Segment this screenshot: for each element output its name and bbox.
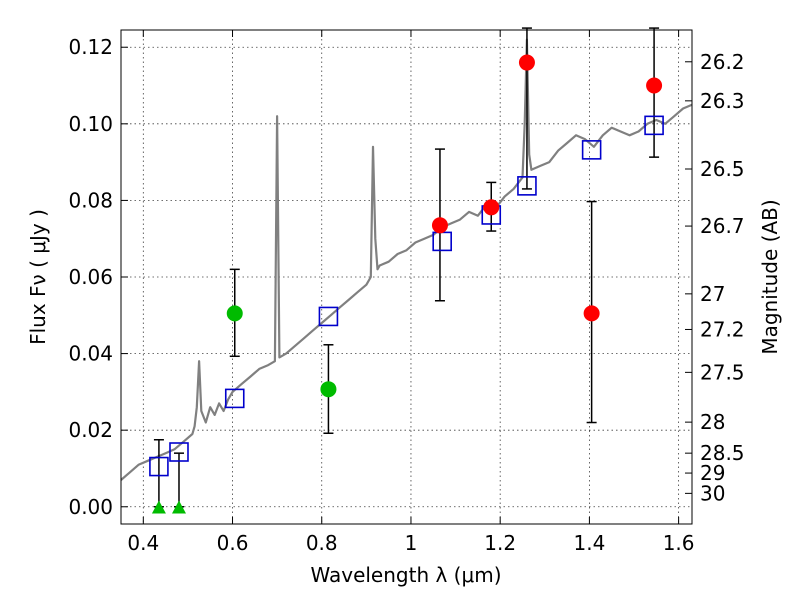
mag-tick-label: 28.5 xyxy=(700,441,745,465)
observation-circle xyxy=(483,199,500,216)
observation-circle xyxy=(226,305,243,322)
x-tick-label: 0.8 xyxy=(306,531,338,555)
x-tick-label: 1 xyxy=(405,531,418,555)
model-photometry-square xyxy=(224,388,245,409)
mag-tick-label: 29 xyxy=(700,461,725,485)
mag-tick-label: 30 xyxy=(700,481,725,505)
y-tick-label: 0.12 xyxy=(68,35,113,59)
model-photometry-square xyxy=(517,176,537,196)
y-tick-label: 0.08 xyxy=(68,188,113,212)
model-photometry-square xyxy=(644,115,664,136)
x-tick-label: 0.6 xyxy=(217,531,249,555)
observation-circle xyxy=(320,381,337,398)
observation-circle xyxy=(431,217,448,234)
observation-circle xyxy=(646,77,663,94)
model-photometry-square xyxy=(318,306,339,327)
y-tick-label: 0.10 xyxy=(68,112,113,136)
mag-tick-label: 27.2 xyxy=(700,317,745,341)
x-tick-label: 1.2 xyxy=(484,531,516,555)
data-markers xyxy=(149,54,664,514)
y-tick-label: 0.00 xyxy=(68,495,113,519)
x-tick-label: 1.4 xyxy=(573,531,605,555)
y-tick-label: 0.02 xyxy=(68,418,113,442)
mag-tick-label: 26.5 xyxy=(700,157,745,181)
model-photometry-square xyxy=(169,442,189,462)
upper-limit-triangle xyxy=(171,500,186,514)
mag-tick-label: 26.7 xyxy=(700,214,745,238)
x-tick-label: 1.6 xyxy=(663,531,695,555)
x-tick-label: 0.4 xyxy=(127,531,159,555)
mag-tick-label: 27.5 xyxy=(700,360,745,384)
upper-limit-triangle xyxy=(151,500,166,514)
mag-tick-label: 27 xyxy=(700,282,725,306)
axis-ticks: 0.4 0.6 0.8 1 1.2 1.4 1.6 0.00 0.02 0.04 0.06 0.08 0… xyxy=(68,30,745,555)
y-tick-label: 0.06 xyxy=(68,265,113,289)
observation-circle xyxy=(583,305,600,322)
model-photometry-square xyxy=(149,456,169,477)
spectrum-line xyxy=(120,38,693,481)
mag-tick-label: 28 xyxy=(700,410,725,434)
y-tick-label: 0.04 xyxy=(68,342,113,366)
observation-circle xyxy=(518,54,535,71)
y-axis-label: Flux Fν ( μJy ) xyxy=(26,209,50,345)
x-axis-label: Wavelength λ (μm) xyxy=(310,563,501,587)
mag-tick-label: 26.3 xyxy=(700,89,745,113)
mag-tick-label: 26.2 xyxy=(700,50,745,74)
y2-axis-label: Magnitude (AB) xyxy=(758,199,782,354)
model-photometry-square xyxy=(581,140,602,160)
spectrum-line-group xyxy=(120,38,693,481)
